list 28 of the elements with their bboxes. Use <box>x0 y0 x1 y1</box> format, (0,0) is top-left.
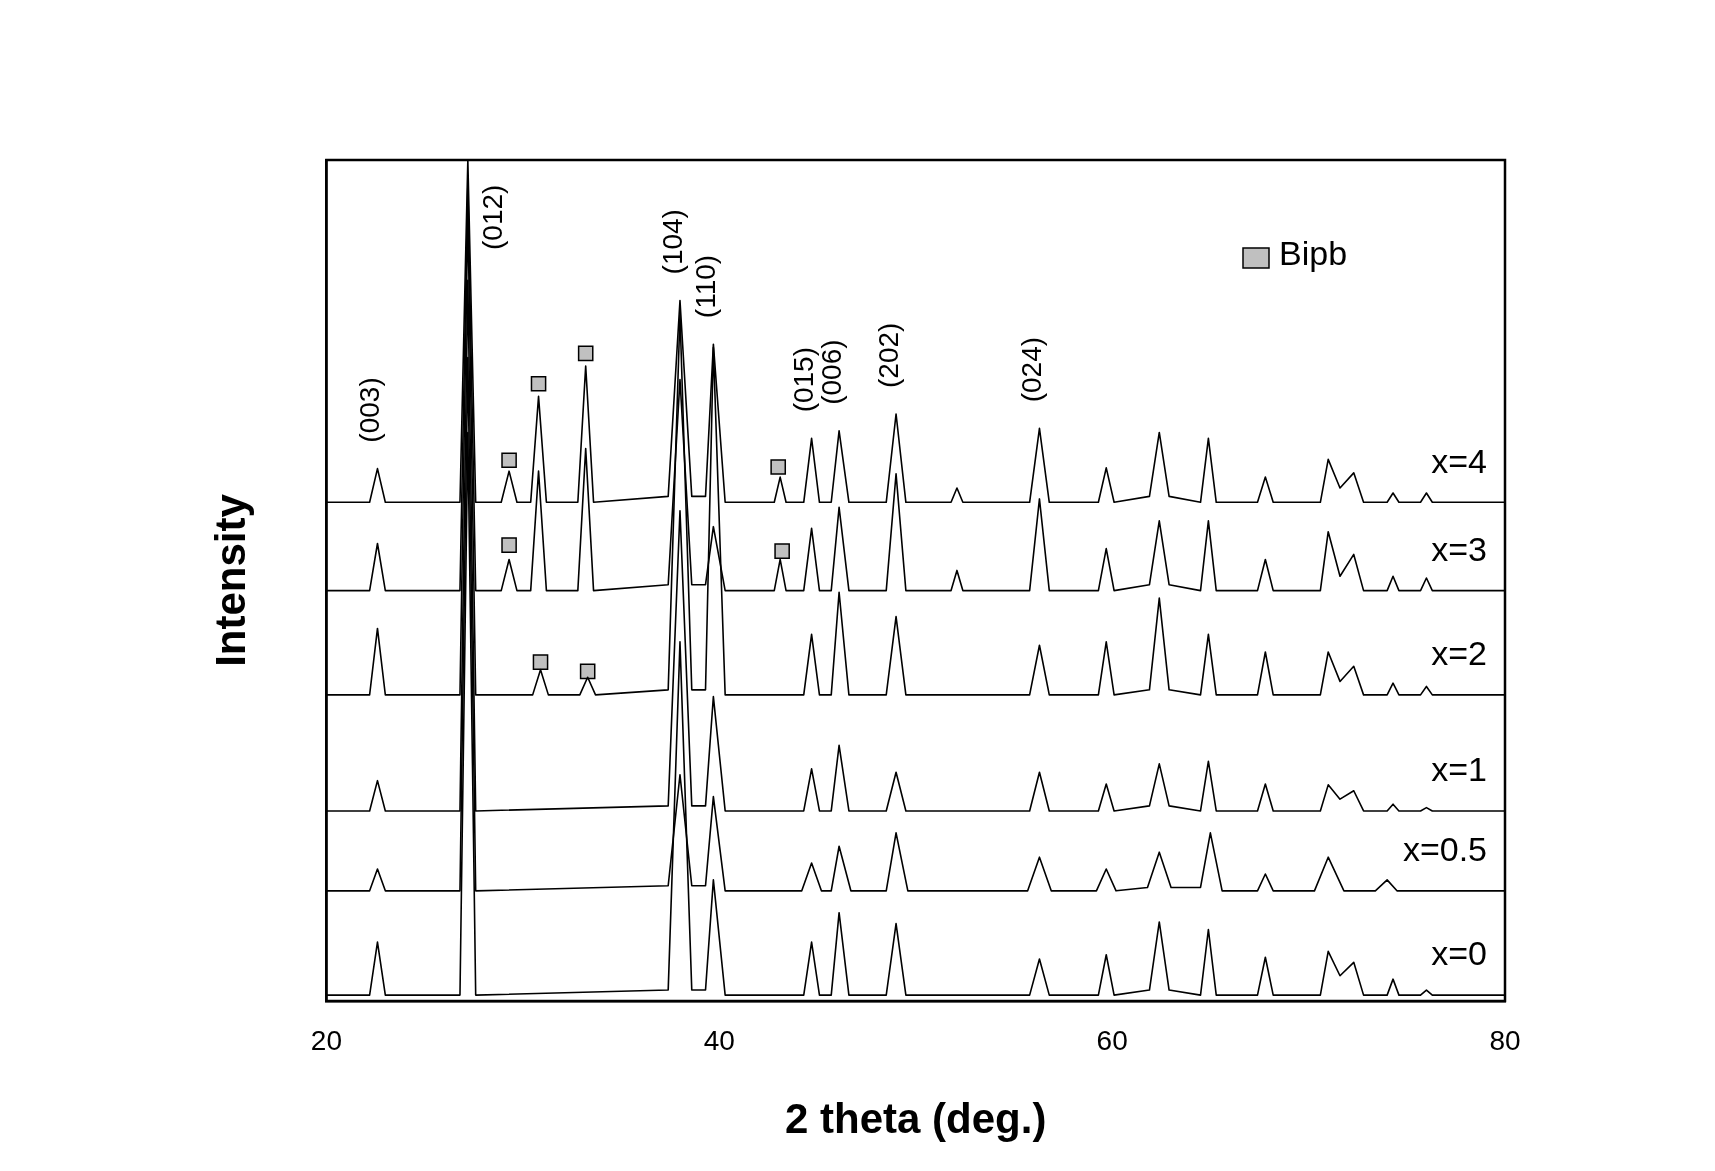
point <box>501 537 517 553</box>
point <box>579 663 596 680</box>
annotation: (104) <box>656 209 688 275</box>
x-tick-label: 20 <box>310 1024 342 1056</box>
annotation: (015) <box>788 347 820 413</box>
point <box>577 345 594 362</box>
annotation: (024) <box>1016 336 1048 403</box>
annotation: (202) <box>872 322 904 388</box>
x-tick-label: 60 <box>1096 1024 1128 1056</box>
point <box>530 375 547 392</box>
point <box>774 543 790 559</box>
annotation: (110) <box>690 254 722 319</box>
x-tick-label: 80 <box>1489 1024 1521 1056</box>
series-label: x=1 <box>1431 750 1487 789</box>
series-label: x=2 <box>1431 634 1487 673</box>
point <box>770 459 787 475</box>
series-label: x=0.5 <box>1402 830 1487 869</box>
series-label: x=3 <box>1431 529 1487 568</box>
x-tick-label: 40 <box>703 1024 735 1056</box>
point <box>501 452 517 469</box>
series-label: x=0 <box>1431 934 1487 973</box>
y-axis-title: Intensity <box>206 493 254 667</box>
series-label: x=4 <box>1431 441 1487 480</box>
annotation: (012) <box>476 184 508 250</box>
legend-label: Bipb <box>1279 234 1348 273</box>
annotation: (003) <box>354 377 386 443</box>
point <box>532 654 549 670</box>
x-axis-title: 2 theta (deg.) <box>785 1095 1047 1143</box>
